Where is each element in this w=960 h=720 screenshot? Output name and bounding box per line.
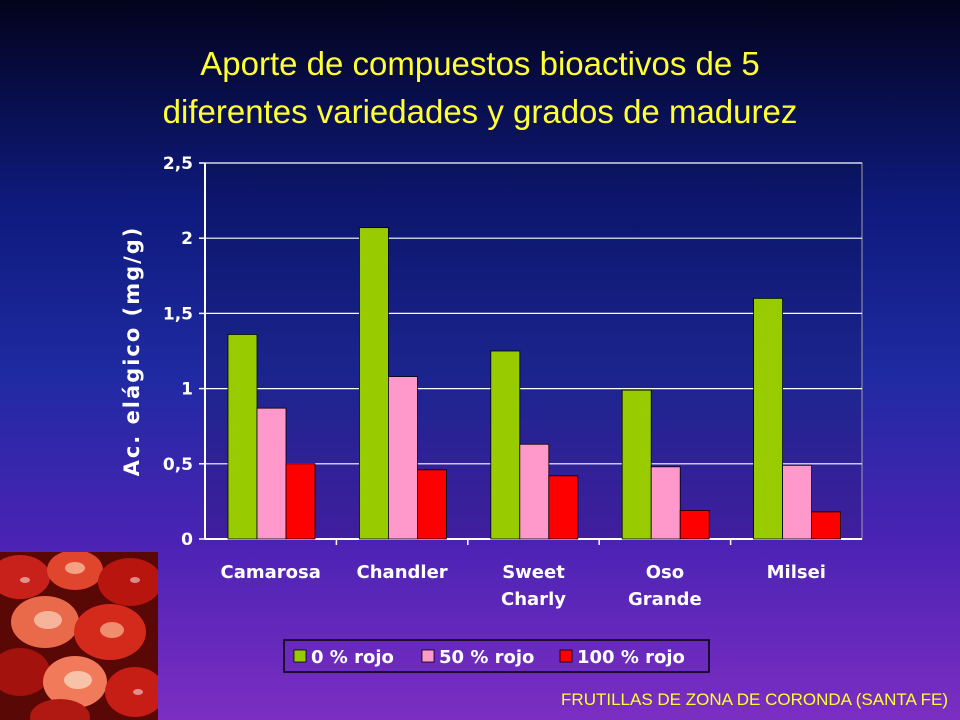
legend-label: 100 % rojo bbox=[577, 647, 685, 668]
legend bbox=[283, 639, 710, 673]
y-tick-label: 1,5 bbox=[163, 304, 193, 324]
bar bbox=[490, 350, 521, 540]
x-category-label: Milsei bbox=[767, 562, 826, 583]
x-category-label: Sweet bbox=[502, 562, 565, 583]
bar bbox=[358, 227, 389, 540]
bar bbox=[256, 407, 287, 540]
bar bbox=[811, 511, 841, 540]
bar bbox=[519, 443, 550, 540]
legend-swatch bbox=[293, 649, 307, 663]
bar bbox=[679, 510, 710, 540]
legend-label: 50 % rojo bbox=[439, 647, 534, 668]
bar bbox=[285, 463, 316, 540]
title-line-1: Aporte de compuestos bioactivos de 5 bbox=[200, 45, 760, 82]
strawberry-photo bbox=[0, 552, 158, 720]
legend-swatch bbox=[559, 649, 573, 663]
bar bbox=[650, 466, 681, 540]
x-category-label: Chandler bbox=[357, 562, 448, 583]
bar bbox=[782, 464, 812, 540]
bar bbox=[227, 334, 258, 540]
y-tick-label: 2,5 bbox=[163, 154, 193, 174]
bar bbox=[387, 376, 418, 540]
x-category-label: Grande bbox=[628, 589, 702, 610]
y-tick-label: 2 bbox=[181, 229, 193, 249]
bar bbox=[621, 389, 652, 540]
bar bbox=[416, 469, 447, 540]
legend-swatch bbox=[421, 649, 435, 663]
y-axis-label: Ac. elágico (mg/g) bbox=[120, 226, 144, 477]
bar bbox=[548, 475, 579, 540]
y-tick-label: 0,5 bbox=[163, 455, 193, 475]
legend-label: 0 % rojo bbox=[311, 647, 394, 668]
footer-caption: FRUTILLAS DE ZONA DE CORONDA (SANTA FE) bbox=[561, 690, 948, 709]
y-tick-label: 1 bbox=[181, 380, 193, 400]
x-category-label: Oso bbox=[646, 562, 684, 583]
slide-title: Aporte de compuestos bioactivos de 5 dif… bbox=[40, 40, 920, 136]
title-line-2: diferentes variedades y grados de madure… bbox=[162, 93, 798, 130]
x-category-label: Camarosa bbox=[221, 562, 321, 583]
x-category-label: Charly bbox=[501, 589, 566, 610]
bar bbox=[753, 297, 783, 540]
y-tick-label: 0 bbox=[181, 530, 193, 550]
